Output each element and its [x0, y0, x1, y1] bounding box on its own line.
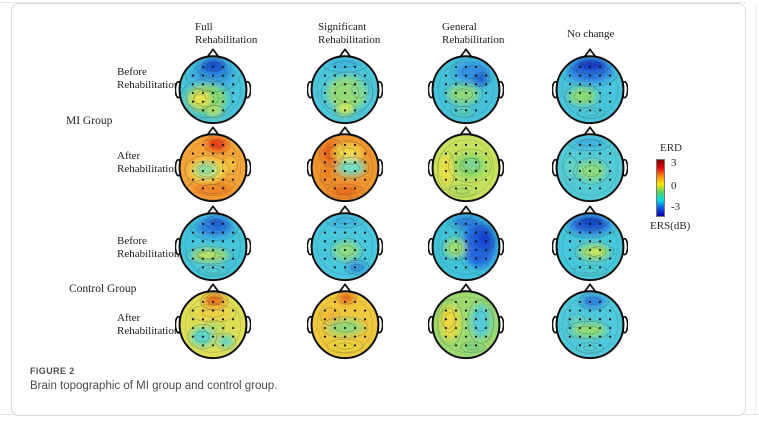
- column-header-line1: No change: [567, 28, 615, 40]
- topoplot-control-before-general: [428, 205, 504, 282]
- topoplot-control-before-nochange: [552, 205, 628, 282]
- colorbar-unit-ers-db: ERS(dB): [650, 220, 691, 232]
- figure-card: [11, 3, 746, 416]
- row-label-before-rehabilitation-mi: Before Rehabilitation: [117, 66, 179, 92]
- row-label-line2: Rehabilitation: [117, 248, 180, 260]
- topoplot-control-after-general: [428, 283, 504, 360]
- column-header-line1: General: [442, 21, 477, 33]
- row-label-line2: Rehabilitation: [117, 163, 180, 175]
- row-label-line1: Before: [117, 235, 147, 247]
- topoplot-control-after-nochange: [552, 283, 628, 360]
- divider-right: [755, 4, 756, 414]
- topoplot-mi-after-full: [175, 126, 251, 203]
- row-label-after-rehabilitation-control: After Rehabilitation: [117, 312, 179, 338]
- colorbar: ERD 3 0 -3 ERS(dB): [646, 142, 706, 238]
- topoplot-mi-after-general: [428, 126, 504, 203]
- column-header-line2: Rehabilitation: [442, 34, 505, 46]
- row-label-line2: Rehabilitation: [117, 79, 180, 91]
- column-header-line2: Rehabilitation: [195, 34, 258, 46]
- colorbar-title-erd: ERD: [660, 142, 682, 154]
- column-header-significant-rehabilitation: Significant Rehabilitation: [318, 21, 380, 47]
- topoplot-control-after-significant: [307, 283, 383, 360]
- row-label-line2: Rehabilitation: [117, 325, 180, 337]
- topoplot-mi-after-nochange: [552, 126, 628, 203]
- row-label-after-rehabilitation-mi: After Rehabilitation: [117, 150, 179, 176]
- row-label-line1: Before: [117, 66, 147, 78]
- colorbar-tick-zero: 0: [671, 180, 677, 192]
- topoplot-mi-before-nochange: [552, 48, 628, 125]
- column-header-line1: Significant: [318, 21, 367, 33]
- topoplot-mi-before-significant: [307, 48, 383, 125]
- topoplot-control-after-full: [175, 283, 251, 360]
- row-label-line1: After: [117, 312, 141, 324]
- colorbar-tick-max: 3: [671, 157, 677, 169]
- group-label-mi-group: MI Group: [66, 115, 113, 127]
- row-label-before-rehabilitation-control: Before Rehabilitation: [117, 235, 179, 261]
- divider-top: [0, 2, 746, 3]
- topoplot-mi-after-significant: [307, 126, 383, 203]
- group-label-control-group: Control Group: [69, 283, 137, 295]
- column-header-line2: Rehabilitation: [318, 34, 381, 46]
- colorbar-gradient: [656, 159, 665, 217]
- row-label-line1: After: [117, 150, 141, 162]
- topoplot-mi-before-general: [428, 48, 504, 125]
- figure-caption-text: Brain topographic of MI group and contro…: [30, 380, 278, 392]
- column-header-full-rehabilitation: Full Rehabilitation: [195, 21, 257, 47]
- figure-caption-label: FIGURE 2: [30, 366, 75, 376]
- topoplot-control-before-significant: [307, 205, 383, 282]
- colorbar-tick-min: -3: [671, 201, 681, 213]
- column-header-no-change: No change: [567, 28, 614, 41]
- column-header-general-rehabilitation: General Rehabilitation: [442, 21, 504, 47]
- topoplot-mi-before-full: [175, 48, 251, 125]
- column-header-line1: Full: [195, 21, 213, 33]
- topoplot-control-before-full: [175, 205, 251, 282]
